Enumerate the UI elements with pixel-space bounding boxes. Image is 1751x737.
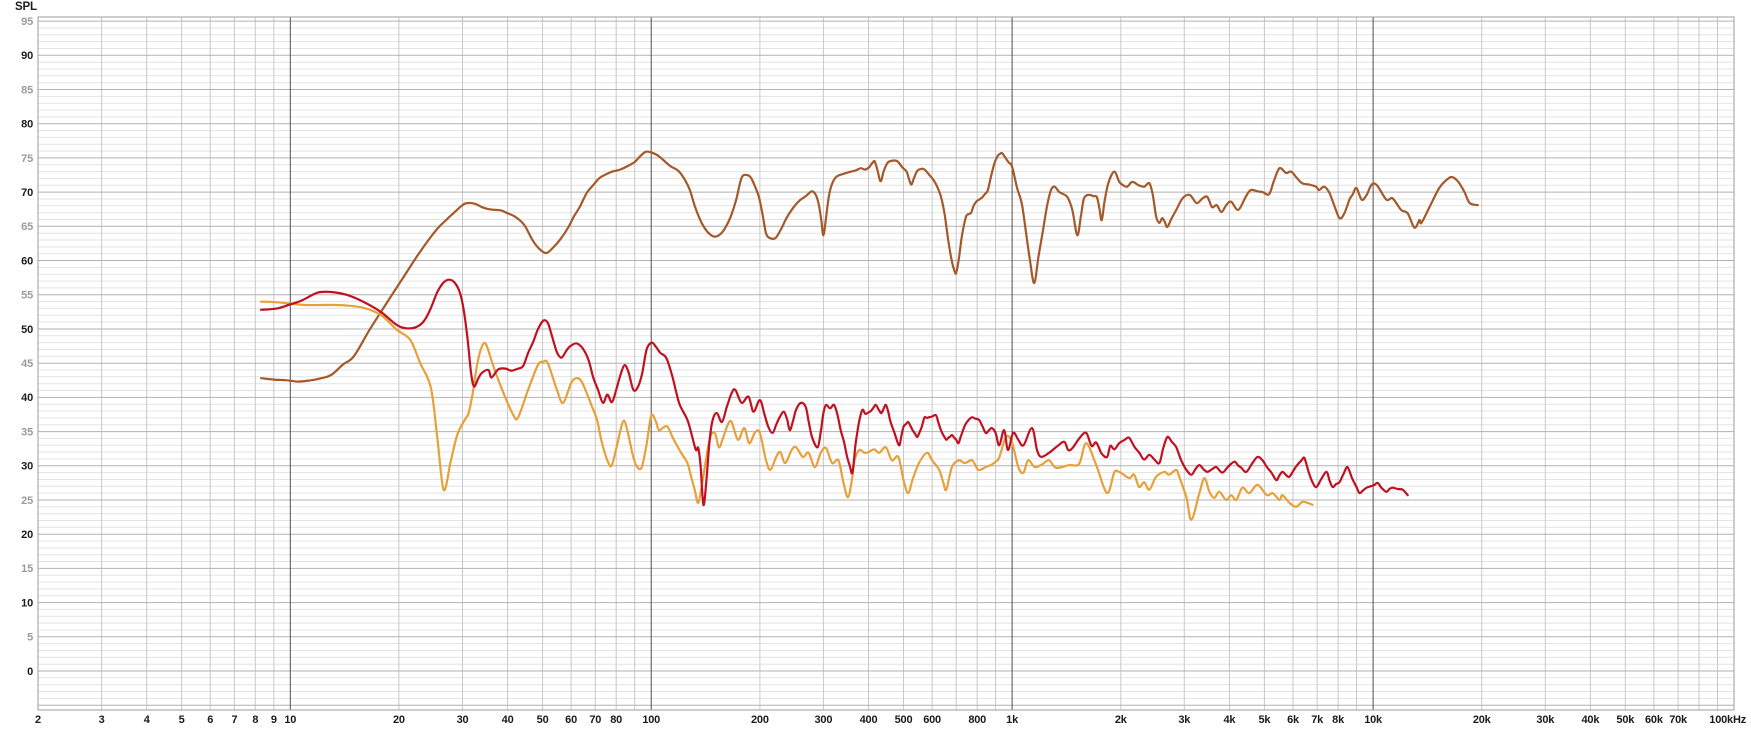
x-tick-label: 1k <box>1006 714 1019 726</box>
x-tick-label: 800 <box>968 714 986 726</box>
x-tick-label: 20k <box>1473 714 1492 726</box>
y-tick-label: 30 <box>21 461 33 473</box>
x-tick-label: 40 <box>502 714 514 726</box>
x-tick-label: 100kHz <box>1709 714 1746 726</box>
y-tick-label: 25 <box>21 495 33 507</box>
x-tick-label: 20 <box>393 714 405 726</box>
x-tick-label: 10 <box>284 714 296 726</box>
x-tick-label: 400 <box>860 714 878 726</box>
x-tick-label: 6k <box>1287 714 1300 726</box>
y-tick-label: 15 <box>21 563 33 575</box>
x-tick-label: 3k <box>1178 714 1191 726</box>
y-tick-label: 0 <box>27 666 33 678</box>
series-curves <box>260 150 1479 521</box>
x-tick-label: 30k <box>1536 714 1555 726</box>
y-tick-label: 35 <box>21 426 33 438</box>
y-tick-label: 85 <box>21 84 33 96</box>
x-tick-label: 8k <box>1332 714 1345 726</box>
y-axis-tick-labels: 0 5 10 15 20 25 30 35 40 45 50 55 60 65 70 75 80 85 90 95 <box>21 16 33 678</box>
grid-major <box>38 17 1734 710</box>
x-tick-label: 600 <box>923 714 941 726</box>
x-tick-label: 60 <box>565 714 577 726</box>
y-tick-label: 5 <box>27 632 33 644</box>
y-tick-label: 55 <box>21 290 33 302</box>
y-tick-label: 40 <box>21 392 33 404</box>
y-tick-label: 50 <box>21 324 33 336</box>
y-tick-label: 75 <box>21 153 33 165</box>
y-tick-label: 10 <box>21 597 33 609</box>
y-tick-label: 80 <box>21 119 33 131</box>
x-tick-label: 3 <box>99 714 105 726</box>
y-tick-label: 60 <box>21 255 33 267</box>
x-tick-label: 8 <box>252 714 258 726</box>
x-tick-label: 300 <box>815 714 833 726</box>
x-tick-label: 7 <box>231 714 237 726</box>
y-tick-label: 65 <box>21 221 33 233</box>
y-tick-label: 70 <box>21 187 33 199</box>
x-tick-label: 100 <box>642 714 660 726</box>
red-trace-line <box>260 278 1409 507</box>
orange-trace-line <box>260 300 1314 521</box>
x-tick-label: 50k <box>1616 714 1635 726</box>
y-axis-title: SPL <box>15 1 37 13</box>
x-tick-label: 6 <box>207 714 213 726</box>
x-tick-label: 4 <box>144 714 151 726</box>
x-tick-label: 2 <box>35 714 41 726</box>
x-tick-label: 5k <box>1258 714 1271 726</box>
plot-border <box>37 16 1735 711</box>
x-tick-label: 30 <box>457 714 469 726</box>
y-tick-label: 45 <box>21 358 33 370</box>
x-tick-label: 500 <box>895 714 913 726</box>
x-tick-label: 2k <box>1115 714 1128 726</box>
y-tick-label: 95 <box>21 16 33 28</box>
x-tick-label: 50 <box>537 714 549 726</box>
x-tick-label: 60k <box>1645 714 1664 726</box>
x-tick-label: 5 <box>179 714 185 726</box>
x-tick-label: 200 <box>751 714 769 726</box>
x-tick-label: 4k <box>1223 714 1236 726</box>
x-tick-label: 70k <box>1669 714 1688 726</box>
brown-trace-line <box>260 150 1479 383</box>
x-tick-label: 7k <box>1311 714 1324 726</box>
x-tick-label: 70 <box>589 714 601 726</box>
x-axis-tick-labels: 2 3 4 5 6 7 8 9 10 20 30 40 50 60 70 80 100 200 300 400 500 6… <box>35 714 1747 726</box>
x-tick-label: 80 <box>610 714 622 726</box>
x-tick-label: 10k <box>1364 714 1383 726</box>
y-tick-label: 90 <box>21 50 33 62</box>
x-tick-label: 9 <box>271 714 277 726</box>
y-tick-label: 20 <box>21 529 33 541</box>
x-tick-label: 40k <box>1582 714 1601 726</box>
